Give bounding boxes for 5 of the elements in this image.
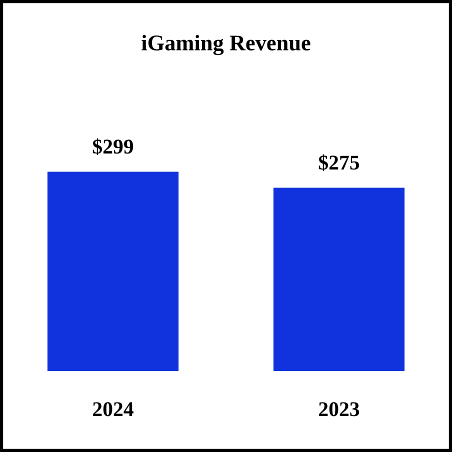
x-tick-label: 2023 [319,402,360,416]
data-label: $299 [92,138,134,156]
x-tick-label: 2024 [93,402,134,416]
chart-title: iGaming Revenue [142,34,310,56]
data-label: $275 [318,154,360,172]
